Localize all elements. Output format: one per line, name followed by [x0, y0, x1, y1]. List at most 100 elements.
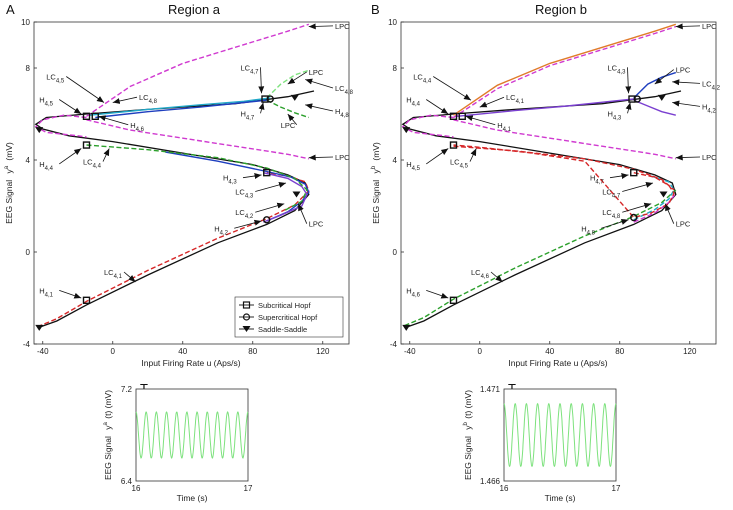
- annotation-arrow: [255, 202, 285, 213]
- series-line: [633, 99, 676, 116]
- annotation-label: LC4,2: [235, 208, 254, 220]
- series-line: [86, 144, 308, 212]
- inset-t2-y-unit: (t) (mV): [463, 390, 473, 419]
- series-line: [95, 99, 267, 119]
- annotation-arrow: [305, 78, 334, 89]
- series-line: [453, 145, 675, 191]
- annotation-sub: 4,1: [45, 292, 54, 298]
- legend-item-supercritical: Supercritical Hopf: [239, 313, 318, 322]
- oscillation-line: [503, 402, 617, 468]
- annotation-base: LC: [413, 73, 423, 82]
- curves-b: [401, 23, 682, 329]
- panel-a-title: Region a: [168, 2, 221, 17]
- x-tick-label: 120: [316, 347, 330, 356]
- annotation-base: LC: [83, 158, 93, 167]
- annotation-label: H4,2: [702, 102, 716, 114]
- x-tick-label: 120: [683, 347, 697, 356]
- markers-a: [35, 94, 301, 331]
- annotation-arrow: [59, 99, 82, 115]
- x-tick-label: 80: [248, 347, 257, 356]
- series-line: [266, 69, 310, 99]
- annotation-arrow: [258, 102, 265, 114]
- series-line: [453, 23, 677, 116]
- y-tick-label: 10: [388, 18, 397, 27]
- supercritical-hopf-marker: [263, 216, 271, 224]
- annotation-base: LPC: [676, 66, 691, 75]
- legend-item-subcritical: Subcritical Hopf: [239, 301, 311, 310]
- annotation-arrow: [59, 290, 82, 299]
- annotation-base: H: [130, 121, 135, 130]
- annotation-sub: 4,4: [45, 166, 54, 172]
- annotation-label: H4,6: [130, 121, 144, 133]
- inset-t2-x-label: Time (s): [545, 493, 576, 503]
- inset-t1-y-main: EEG Signal: [103, 436, 113, 480]
- annotation-arrow: [287, 71, 307, 85]
- inset-x-tick-label: 17: [612, 484, 621, 493]
- subcritical-hopf-marker: [261, 95, 269, 103]
- annotation-label: LPC: [676, 220, 691, 229]
- legend-label-supercritical: Supercritical Hopf: [258, 313, 318, 322]
- annotation-label: LPC: [281, 121, 296, 130]
- x-tick-label: -40: [404, 347, 416, 356]
- annotation-arrow: [625, 102, 632, 114]
- annotation-label: H4,3: [608, 109, 622, 121]
- x-tick-label: 40: [545, 347, 554, 356]
- saddle-marker: [292, 191, 301, 198]
- inset-t1-curve: [135, 411, 249, 459]
- square-marker-icon: [242, 301, 251, 309]
- inset-t1-title-main: T: [140, 381, 148, 396]
- annotation-sub: 4,5: [45, 102, 54, 108]
- inset-x-tick-label: 16: [500, 484, 509, 493]
- annotation-sub: 4,1: [503, 127, 512, 133]
- annotation-label: H4,3: [223, 174, 237, 186]
- annotation-base: H: [39, 286, 44, 295]
- y-tick-label: 10: [21, 18, 30, 27]
- series-line: [401, 114, 454, 138]
- annotation-label: H4,2: [214, 224, 228, 236]
- annotation-arrow: [490, 271, 503, 283]
- annotation-arrow: [469, 148, 477, 162]
- annotation-base: LC: [702, 79, 712, 88]
- legend-item-saddle: Saddle-Saddle: [239, 325, 307, 334]
- x-tick-label: 0: [111, 347, 116, 356]
- annotation-base: LPC: [702, 22, 717, 31]
- inset-t2-curve: [503, 402, 617, 468]
- annotation-arrow: [465, 115, 496, 126]
- annotation-label: H4,6: [406, 286, 420, 298]
- annotation-label: H4,5: [39, 96, 53, 108]
- series-line: [86, 119, 309, 160]
- annotation-sub: 4,3: [613, 115, 622, 121]
- annotation-arrow: [675, 23, 701, 30]
- series-line: [89, 97, 271, 116]
- inset-t1-y-label: EEG Signal ya (t) (mV): [99, 390, 113, 480]
- inset-t1-ticks: 16 17 6.4 7.2: [121, 385, 253, 493]
- inset-y-tick-label: 1.466: [480, 477, 501, 486]
- annotation-base: LC: [241, 63, 251, 72]
- annotation-base: H: [406, 96, 411, 105]
- y-axis-label-b: EEG Signal yb (mV): [367, 142, 381, 224]
- curves-a: [34, 23, 315, 329]
- annotation-arrow: [308, 154, 334, 161]
- annotation-label: H4,7: [590, 174, 604, 186]
- annotation-arrow: [258, 67, 265, 94]
- annotation-base: LC: [450, 158, 460, 167]
- annotation-base: LC: [608, 63, 618, 72]
- annotation-base: LC: [235, 208, 245, 217]
- inset-y-tick-label: 7.2: [121, 385, 133, 394]
- subcritical-hopf-marker: [630, 168, 638, 177]
- annotation-base: LC: [139, 93, 149, 102]
- subcritical-hopf-marker: [263, 168, 271, 177]
- annotation-sub: 4,7: [246, 115, 255, 121]
- series-line: [86, 23, 310, 117]
- annotation-label: LC4,1: [104, 268, 123, 280]
- y-tick-label: 4: [393, 156, 398, 165]
- inset-t2-y-sup: b: [463, 421, 469, 425]
- series-line: [453, 119, 676, 160]
- x-axis-label-a: Input Firing Rate u (Aps/s): [141, 358, 240, 368]
- subcritical-hopf-marker: [628, 95, 636, 103]
- subcritical-hopf-marker: [82, 296, 91, 304]
- saddle-marker: [657, 94, 666, 101]
